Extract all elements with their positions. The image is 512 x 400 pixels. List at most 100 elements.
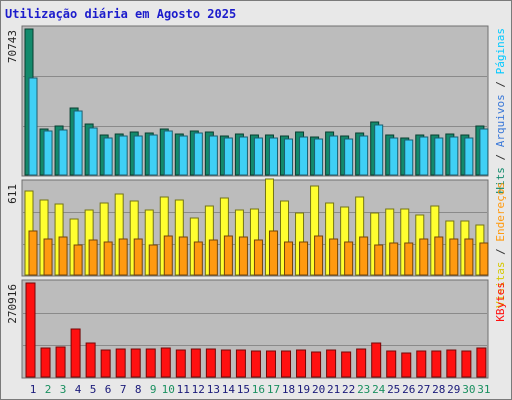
files-bar [314, 138, 324, 176]
kbytes-bar [326, 349, 337, 378]
visits-series-labels: Visitas / Endereços [494, 182, 507, 308]
addresses-bar [268, 230, 278, 276]
files-bar [253, 137, 263, 176]
kbytes-bar [25, 282, 36, 378]
kbytes-bar [416, 350, 427, 378]
hits-series-labels: Hits / Arquivos / Páginas [494, 28, 507, 194]
day-label: 13 [207, 383, 220, 396]
kbytes-bar [281, 350, 292, 378]
legend-hits: Hits [494, 167, 507, 194]
day-label: 14 [222, 383, 236, 396]
addresses-bar [193, 241, 203, 276]
kbytes-bar [265, 350, 276, 378]
kbytes-bar [100, 349, 111, 378]
legend-files: Arquivos [494, 94, 507, 147]
day-label: 24 [372, 383, 386, 396]
kbytes-bar [296, 349, 307, 378]
kbytes-bar [70, 328, 81, 378]
addresses-bar [374, 244, 384, 276]
day-label: 25 [387, 383, 400, 396]
legend-separator: / [494, 147, 507, 167]
files-bar [419, 136, 429, 176]
files-bar [464, 137, 474, 176]
files-bar [163, 130, 173, 176]
files-bar [88, 127, 98, 176]
day-label: 31 [477, 383, 490, 396]
addresses-bar [58, 236, 68, 276]
kbytes-bar [220, 349, 231, 378]
day-label: 4 [75, 383, 82, 396]
kbytes-bar [431, 350, 442, 378]
day-label: 18 [282, 383, 295, 396]
addresses-bar [284, 241, 294, 276]
addresses-bar [178, 236, 188, 276]
addresses-bar [479, 242, 489, 276]
day-label: 3 [60, 383, 67, 396]
day-label: 1 [30, 383, 37, 396]
day-label: 28 [432, 383, 445, 396]
files-bar [223, 137, 233, 176]
day-label: 26 [402, 383, 415, 396]
addresses-bar [118, 238, 128, 276]
day-label: 23 [357, 383, 370, 396]
legend-pages: Páginas [494, 28, 507, 74]
addresses-bar [464, 238, 474, 276]
addresses-bar [88, 239, 98, 276]
files-bar [28, 77, 38, 176]
files-bar [449, 136, 459, 176]
files-bar [148, 134, 158, 176]
day-label: 6 [105, 383, 112, 396]
addresses-bar [359, 236, 369, 276]
addresses-bar [449, 238, 459, 276]
kbytes-bar [386, 350, 397, 378]
files-bar [58, 129, 68, 176]
addresses-bar [238, 236, 248, 276]
day-label: 9 [150, 383, 157, 396]
files-bar [284, 138, 294, 176]
kbytes-bar [175, 349, 186, 378]
kbytes-bar [371, 342, 382, 378]
addresses-bar [103, 241, 113, 276]
series-legend: KBytes [494, 282, 507, 322]
kbytes-bar [130, 348, 141, 378]
kbytes-bar [235, 349, 246, 378]
day-label: 10 [162, 383, 175, 396]
chart-title: Utilização diária em Agosto 2025 [5, 7, 237, 21]
legend-separator: / [494, 242, 507, 262]
files-bar [268, 137, 278, 176]
day-label: 30 [462, 383, 475, 396]
kbytes-bar [190, 348, 201, 378]
day-label: 12 [192, 383, 205, 396]
addresses-bar [329, 238, 339, 276]
day-label: 22 [342, 383, 355, 396]
files-bar [389, 137, 399, 176]
day-label: 11 [177, 383, 190, 396]
visits-ymax-label: 611 [6, 184, 19, 204]
legend-visits: Visitas [494, 261, 507, 307]
files-bar [103, 137, 113, 176]
kbytes-bar [85, 342, 96, 378]
files-bar [434, 137, 444, 176]
day-label: 15 [237, 383, 250, 396]
addresses-bar [73, 244, 83, 276]
addresses-bar [434, 236, 444, 276]
kbytes-bar [341, 351, 352, 378]
kbytes-bars [25, 282, 487, 378]
day-label: 2 [45, 383, 52, 396]
day-label: 29 [447, 383, 460, 396]
kbytes-bar [160, 347, 171, 378]
kbytes-bar [55, 346, 66, 378]
files-bar [43, 130, 53, 176]
kbytes-bar [401, 352, 412, 378]
kbytes-bar [250, 350, 261, 378]
day-label: 20 [312, 383, 325, 396]
addresses-bar [43, 238, 53, 276]
files-bar [299, 136, 309, 176]
addresses-bar [133, 238, 143, 276]
kbytes-series-labels: KBytes [494, 282, 507, 322]
kbytes-ymax-label: 270916 [6, 284, 19, 324]
addresses-bar [299, 241, 309, 276]
kbytes-bar [205, 348, 216, 378]
addresses-bar [253, 239, 263, 276]
